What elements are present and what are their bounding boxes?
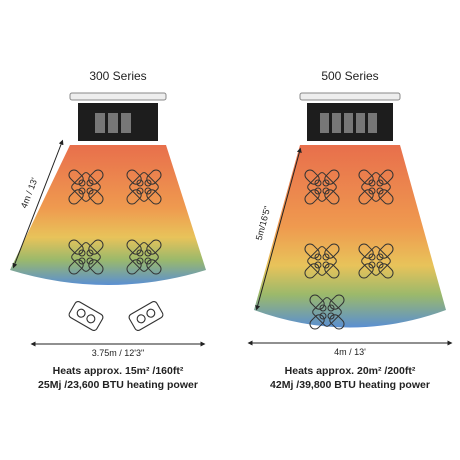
panel [344, 113, 353, 133]
bracket [299, 92, 401, 101]
heater-300: 300 Series 4m / 13' 3.75m / 12'3" Heats … [10, 69, 206, 391]
height-label: 4m / 13' [19, 176, 40, 209]
heat-zone [10, 145, 206, 285]
panel [121, 113, 131, 133]
table-icon [67, 299, 105, 333]
height-arrow [255, 147, 302, 311]
panel [95, 113, 105, 133]
bracket [69, 92, 167, 101]
panel [332, 113, 341, 133]
series-title: 500 Series [321, 69, 378, 83]
table-icon [127, 299, 165, 333]
width-label: 4m / 13' [334, 347, 366, 357]
height-label: 5m/16'5" [254, 205, 273, 241]
panel [356, 113, 365, 133]
height-arrow [12, 139, 64, 269]
coverage: Heats approx. 15m² /160ft² [53, 365, 184, 377]
panel [368, 113, 377, 133]
heat-zone [254, 145, 446, 328]
heater-500: 500 Series 5m/16'5" 4m / 13' Heats appro… [247, 69, 453, 391]
power: 42Mj /39,800 BTU heating power [270, 379, 430, 391]
panel [108, 113, 118, 133]
power: 25Mj /23,600 BTU heating power [38, 379, 198, 391]
coverage: Heats approx. 20m² /200ft² [285, 365, 416, 377]
panel [320, 113, 329, 133]
series-title: 300 Series [89, 69, 146, 83]
width-label: 3.75m / 12'3" [92, 348, 144, 358]
